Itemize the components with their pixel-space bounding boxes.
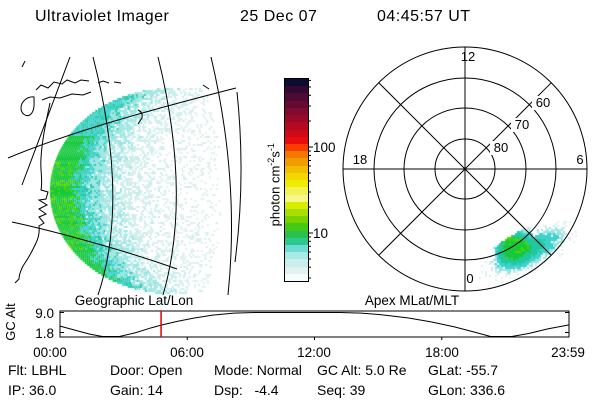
colorbar-band-0 xyxy=(285,79,308,87)
colorbar-band-18 xyxy=(285,208,308,217)
colorbar-band-19 xyxy=(285,216,308,224)
strip-xtick-23:59: 23:59 xyxy=(551,345,585,360)
status-field: Door: Open xyxy=(110,362,183,378)
polar-grid xyxy=(342,46,588,292)
colorbar-band-4 xyxy=(285,107,308,116)
polar-ring-label-80: 80 xyxy=(490,141,512,155)
status-field: GC Alt: 5.0 Re xyxy=(317,362,407,378)
map-caption: Geographic Lat/Lon xyxy=(74,293,194,308)
colorbar-band-14 xyxy=(285,180,308,188)
polar-mlt-label-0: 0 xyxy=(466,271,474,286)
colorbar-band-23 xyxy=(285,245,308,253)
colorbar-units-label: photon cm-2s-1 xyxy=(250,130,282,254)
status-field: Seq: 39 xyxy=(317,382,366,398)
date-label: 25 Dec 07 xyxy=(240,8,318,25)
strip-ytick-9: 9.0 xyxy=(35,306,54,321)
colorbar-band-1 xyxy=(285,86,308,94)
status-field: Flt: LBHL xyxy=(8,362,67,378)
polar-ring-label-60: 60 xyxy=(532,96,554,110)
colorbar-band-26 xyxy=(285,266,308,274)
polar-mlt-label-6: 6 xyxy=(576,152,584,167)
colorbar-band-20 xyxy=(285,223,308,231)
colorbar-band-12 xyxy=(285,165,308,173)
colorbar-band-8 xyxy=(285,136,308,144)
status-field: Gain: 14 xyxy=(110,382,163,398)
colorbar-band-21 xyxy=(285,230,308,238)
colorbar-band-11 xyxy=(285,158,308,166)
colorbar-band-27 xyxy=(285,273,308,282)
status-field: IP: 36.0 xyxy=(8,382,57,398)
strip-xtick-12:00: 12:00 xyxy=(297,345,331,360)
colorbar-band-16 xyxy=(285,194,308,202)
colorbar-band-6 xyxy=(285,122,308,130)
colorbar-band-2 xyxy=(285,93,308,101)
colorbar-units-s: s xyxy=(267,151,283,158)
status-field: Mode: Normal xyxy=(214,362,302,378)
colorbar-units-exp2: -1 xyxy=(266,143,276,152)
colorbar-units-exp1: -2 xyxy=(266,157,276,166)
colorbar-band-15 xyxy=(285,187,308,195)
polar-mlt-label-18: 18 xyxy=(352,152,368,167)
map-graticule xyxy=(7,56,242,296)
colorbar-band-22 xyxy=(285,237,308,246)
colorbar-band-10 xyxy=(285,151,308,159)
status-field: Dsp: -4.4 xyxy=(214,382,279,398)
polar-mlt-label-12: 12 xyxy=(460,49,476,64)
colorbar-band-7 xyxy=(285,129,308,137)
polar-ring-label-70: 70 xyxy=(511,118,533,132)
colorbar-band-3 xyxy=(285,100,308,108)
polar-caption: Apex MLat/MLT xyxy=(364,293,460,308)
colorbar-units-text: photon cm xyxy=(267,165,283,227)
colorbar-band-9 xyxy=(285,143,308,152)
strip-xtick-18:00: 18:00 xyxy=(425,345,459,360)
colorbar-tick-100: 100 xyxy=(313,140,336,155)
strip-xtick-00:00: 00:00 xyxy=(33,345,67,360)
colorbar-tick-10: 10 xyxy=(313,226,329,241)
map-coastlines xyxy=(14,60,210,284)
colorbar-band-17 xyxy=(285,201,308,209)
time-label: 04:45:57 UT xyxy=(377,8,471,25)
strip-ylabel: GC Alt xyxy=(3,303,18,341)
colorbar xyxy=(284,78,309,282)
page-title: Ultraviolet Imager xyxy=(35,8,170,25)
status-field: GLon: 336.6 xyxy=(428,382,506,398)
colorbar-band-5 xyxy=(285,115,308,123)
colorbar-band-25 xyxy=(285,259,308,267)
strip-xtick-06:00: 06:00 xyxy=(170,345,204,360)
strip-ytick-1.8: 1.8 xyxy=(35,326,54,341)
status-field: GLat: -55.7 xyxy=(428,362,499,378)
colorbar-band-24 xyxy=(285,252,308,260)
strip-chart-lines xyxy=(59,310,570,340)
colorbar-band-13 xyxy=(285,172,308,181)
